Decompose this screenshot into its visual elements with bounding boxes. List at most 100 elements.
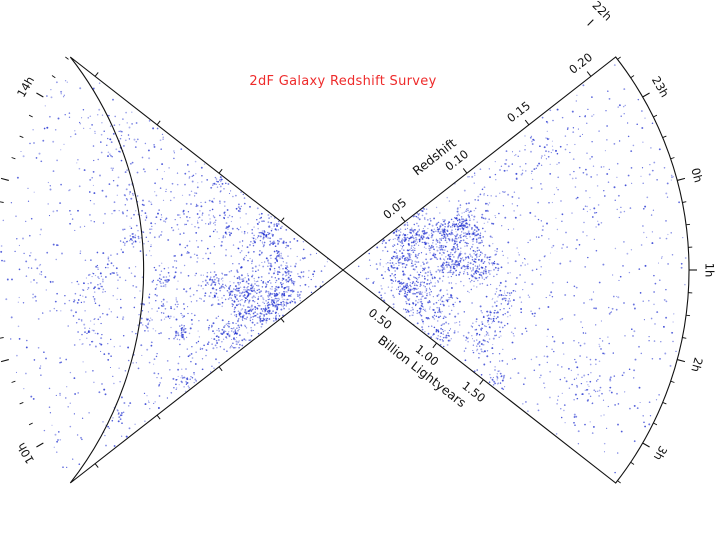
right-wedge-galaxy-point [422,308,424,311]
left-wedge-galaxy-point [272,241,274,244]
right-wedge-galaxy-point [455,264,457,266]
right-wedge-galaxy-point [428,317,431,320]
left-wedge-galaxy-point [303,257,306,259]
right-wedge-galaxy-point [514,327,516,330]
left-wedge-galaxy-point [74,393,76,395]
right-wedge-galaxy-point [402,262,404,265]
right-wedge-galaxy-point [401,252,404,255]
left-wedge-galaxy-point [138,314,140,316]
left-wedge-galaxy-point [281,242,284,244]
right-wedge-galaxy-point [496,312,498,314]
right-wedge-galaxy-point [440,297,442,300]
right-wedge-galaxy-point [474,199,477,201]
left-wedge-galaxy-point [255,280,257,283]
left-wedge-galaxy-point [261,286,264,288]
left-wedge-galaxy-point [228,225,231,227]
left-wedge-galaxy-point [80,436,82,439]
left-wedge-galaxy-point [253,289,255,292]
left-wedge-galaxy-point [76,434,79,436]
right-wedge-galaxy-point [605,110,607,112]
right-wedge-galaxy-point [495,287,498,290]
right-wedge-galaxy-point [576,238,578,241]
right-wedge-galaxy-point [597,378,599,381]
left-wedge-galaxy-point [118,412,120,414]
right-wedge-galaxy-point [444,223,447,225]
right-wedge-galaxy-point [431,277,434,280]
left-wedge-galaxy-point [174,271,177,274]
left-wedge-galaxy-point [153,144,155,146]
right-wedge-galaxy-point [492,262,495,265]
left-wedge-galaxy-point [154,293,157,296]
left-wedge-galaxy-point [171,182,174,185]
right-wedge-galaxy-point [455,217,458,220]
right-wedge-galaxy-point [410,241,413,244]
left-wedge-galaxy-point [215,273,217,276]
right-wedge-galaxy-point [457,207,459,209]
right-wedge-galaxy-point [423,208,425,210]
right-wedge-galaxy-point [555,187,558,189]
right-wedge-galaxy-point [556,152,559,155]
right-wedge-galaxy-point [556,402,558,405]
right-wedge-galaxy-point [438,228,441,230]
left-wedge-galaxy-point [228,320,230,323]
left-wedge-galaxy-point [251,304,253,306]
right-wedge-galaxy-point [425,247,427,249]
right-wedge-galaxy-point [411,236,414,239]
left-wedge-galaxy-point [267,294,270,297]
right-wedge-galaxy-point [464,347,467,350]
right-wedge-galaxy-point [429,279,432,281]
right-wedge-galaxy-point [461,220,464,223]
right-wedge-galaxy-point [429,217,432,220]
left-wedge-galaxy-point [77,331,79,333]
right-wedge-galaxy-point [504,297,507,300]
left-wedge-galaxy-point [225,182,227,185]
right-wedge-galaxy-point [490,318,493,321]
right-wedge-galaxy-point [555,217,557,219]
right-wedge-galaxy-point [573,416,576,418]
left-wedge-galaxy-point [213,222,215,224]
left-wedge-galaxy-point [100,343,103,346]
left-wedge-galaxy-point [93,291,96,293]
left-wedge-galaxy-point [63,143,65,146]
right-wedge-galaxy-point [450,287,453,289]
right-wedge-galaxy-point [488,244,490,247]
left-wedge-galaxy-point [275,281,277,284]
right-wedge-galaxy-point [455,223,458,225]
right-wedge-galaxy-point [494,293,496,295]
left-wedge-galaxy-point [288,276,290,279]
right-wedge-galaxy-point [613,186,616,189]
right-wedge-galaxy-point [451,259,453,261]
left-wedge-galaxy-point [118,367,120,369]
right-wedge-galaxy-point [418,235,420,237]
right-wedge-galaxy-point [453,306,455,308]
left-wedge-galaxy-point [211,283,213,285]
left-wedge-galaxy-point [205,354,207,357]
right-wedge-galaxy-point [421,281,424,283]
left-wedge-galaxy-point [236,277,239,280]
left-wedge-galaxy-point [135,362,138,364]
left-wedge-galaxy-point [221,277,224,280]
right-wedge-galaxy-point [507,300,510,303]
left-wedge-galaxy-point [176,387,178,389]
right-wedge-galaxy-point [418,276,421,278]
left-wedge-galaxy-point [98,82,101,84]
left-wedge-galaxy-point [175,332,177,334]
right-wedge-galaxy-point [542,225,544,228]
right-wedge-galaxy-point [494,309,496,312]
left-wedge-galaxy-point [232,195,234,198]
left-wedge-galaxy-point [310,278,312,281]
right-wedge-galaxy-point [424,308,426,310]
right-wedge-galaxy-point [507,272,509,274]
right-wedge-galaxy-point [582,332,585,334]
right-wedge-galaxy-point [531,170,533,172]
right-wedge-galaxy-point [586,210,588,213]
right-wedge-galaxy-point [507,165,510,168]
left-wedge-galaxy-point [231,305,234,308]
left-wedge-galaxy-point [150,244,152,246]
left-wedge-galaxy-point [262,237,265,240]
left-wedge-galaxy-point [238,203,240,206]
left-wedge-galaxy-point [40,160,43,163]
right-wedge-galaxy-point [420,309,422,311]
left-wedge-galaxy-point [251,259,253,261]
right-wedge-galaxy-point [436,246,438,248]
